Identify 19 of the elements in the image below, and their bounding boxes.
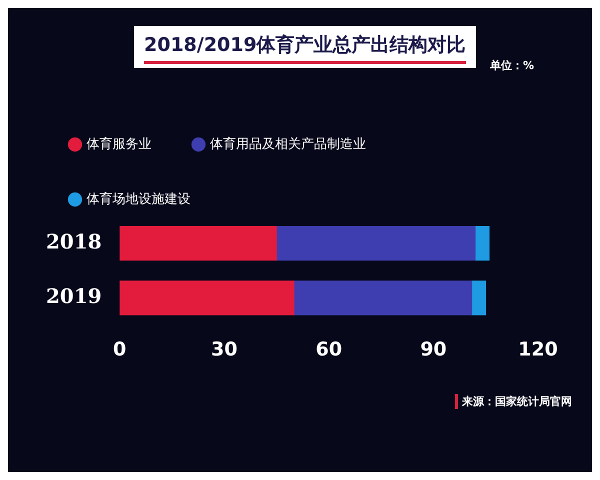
bar — [294, 280, 472, 316]
bar — [474, 226, 490, 261]
legend-label: 体育用品及相关产品制造业 — [210, 136, 366, 152]
y-tick-label: 2019 — [46, 284, 102, 308]
chart-title: 2018/2019体育产业总产出结构对比 — [144, 32, 466, 64]
bar — [120, 280, 294, 316]
x-tick-label: 120 — [518, 338, 558, 361]
bar — [120, 226, 277, 261]
x-tick-label: 30 — [211, 338, 238, 361]
x-tick-label: 90 — [420, 338, 447, 361]
bar — [471, 280, 486, 316]
x-tick-label: 60 — [316, 338, 342, 361]
legend-label: 体育场地设施建设 — [86, 190, 190, 207]
source-note: 来源：国家统计局官网 — [455, 394, 572, 409]
y-tick-label: 2018 — [46, 230, 102, 254]
x-tick-label: 0 — [113, 338, 126, 361]
bar — [276, 226, 476, 261]
text: 单位：% — [490, 58, 534, 73]
legend-label: 体育服务业 — [86, 136, 152, 152]
